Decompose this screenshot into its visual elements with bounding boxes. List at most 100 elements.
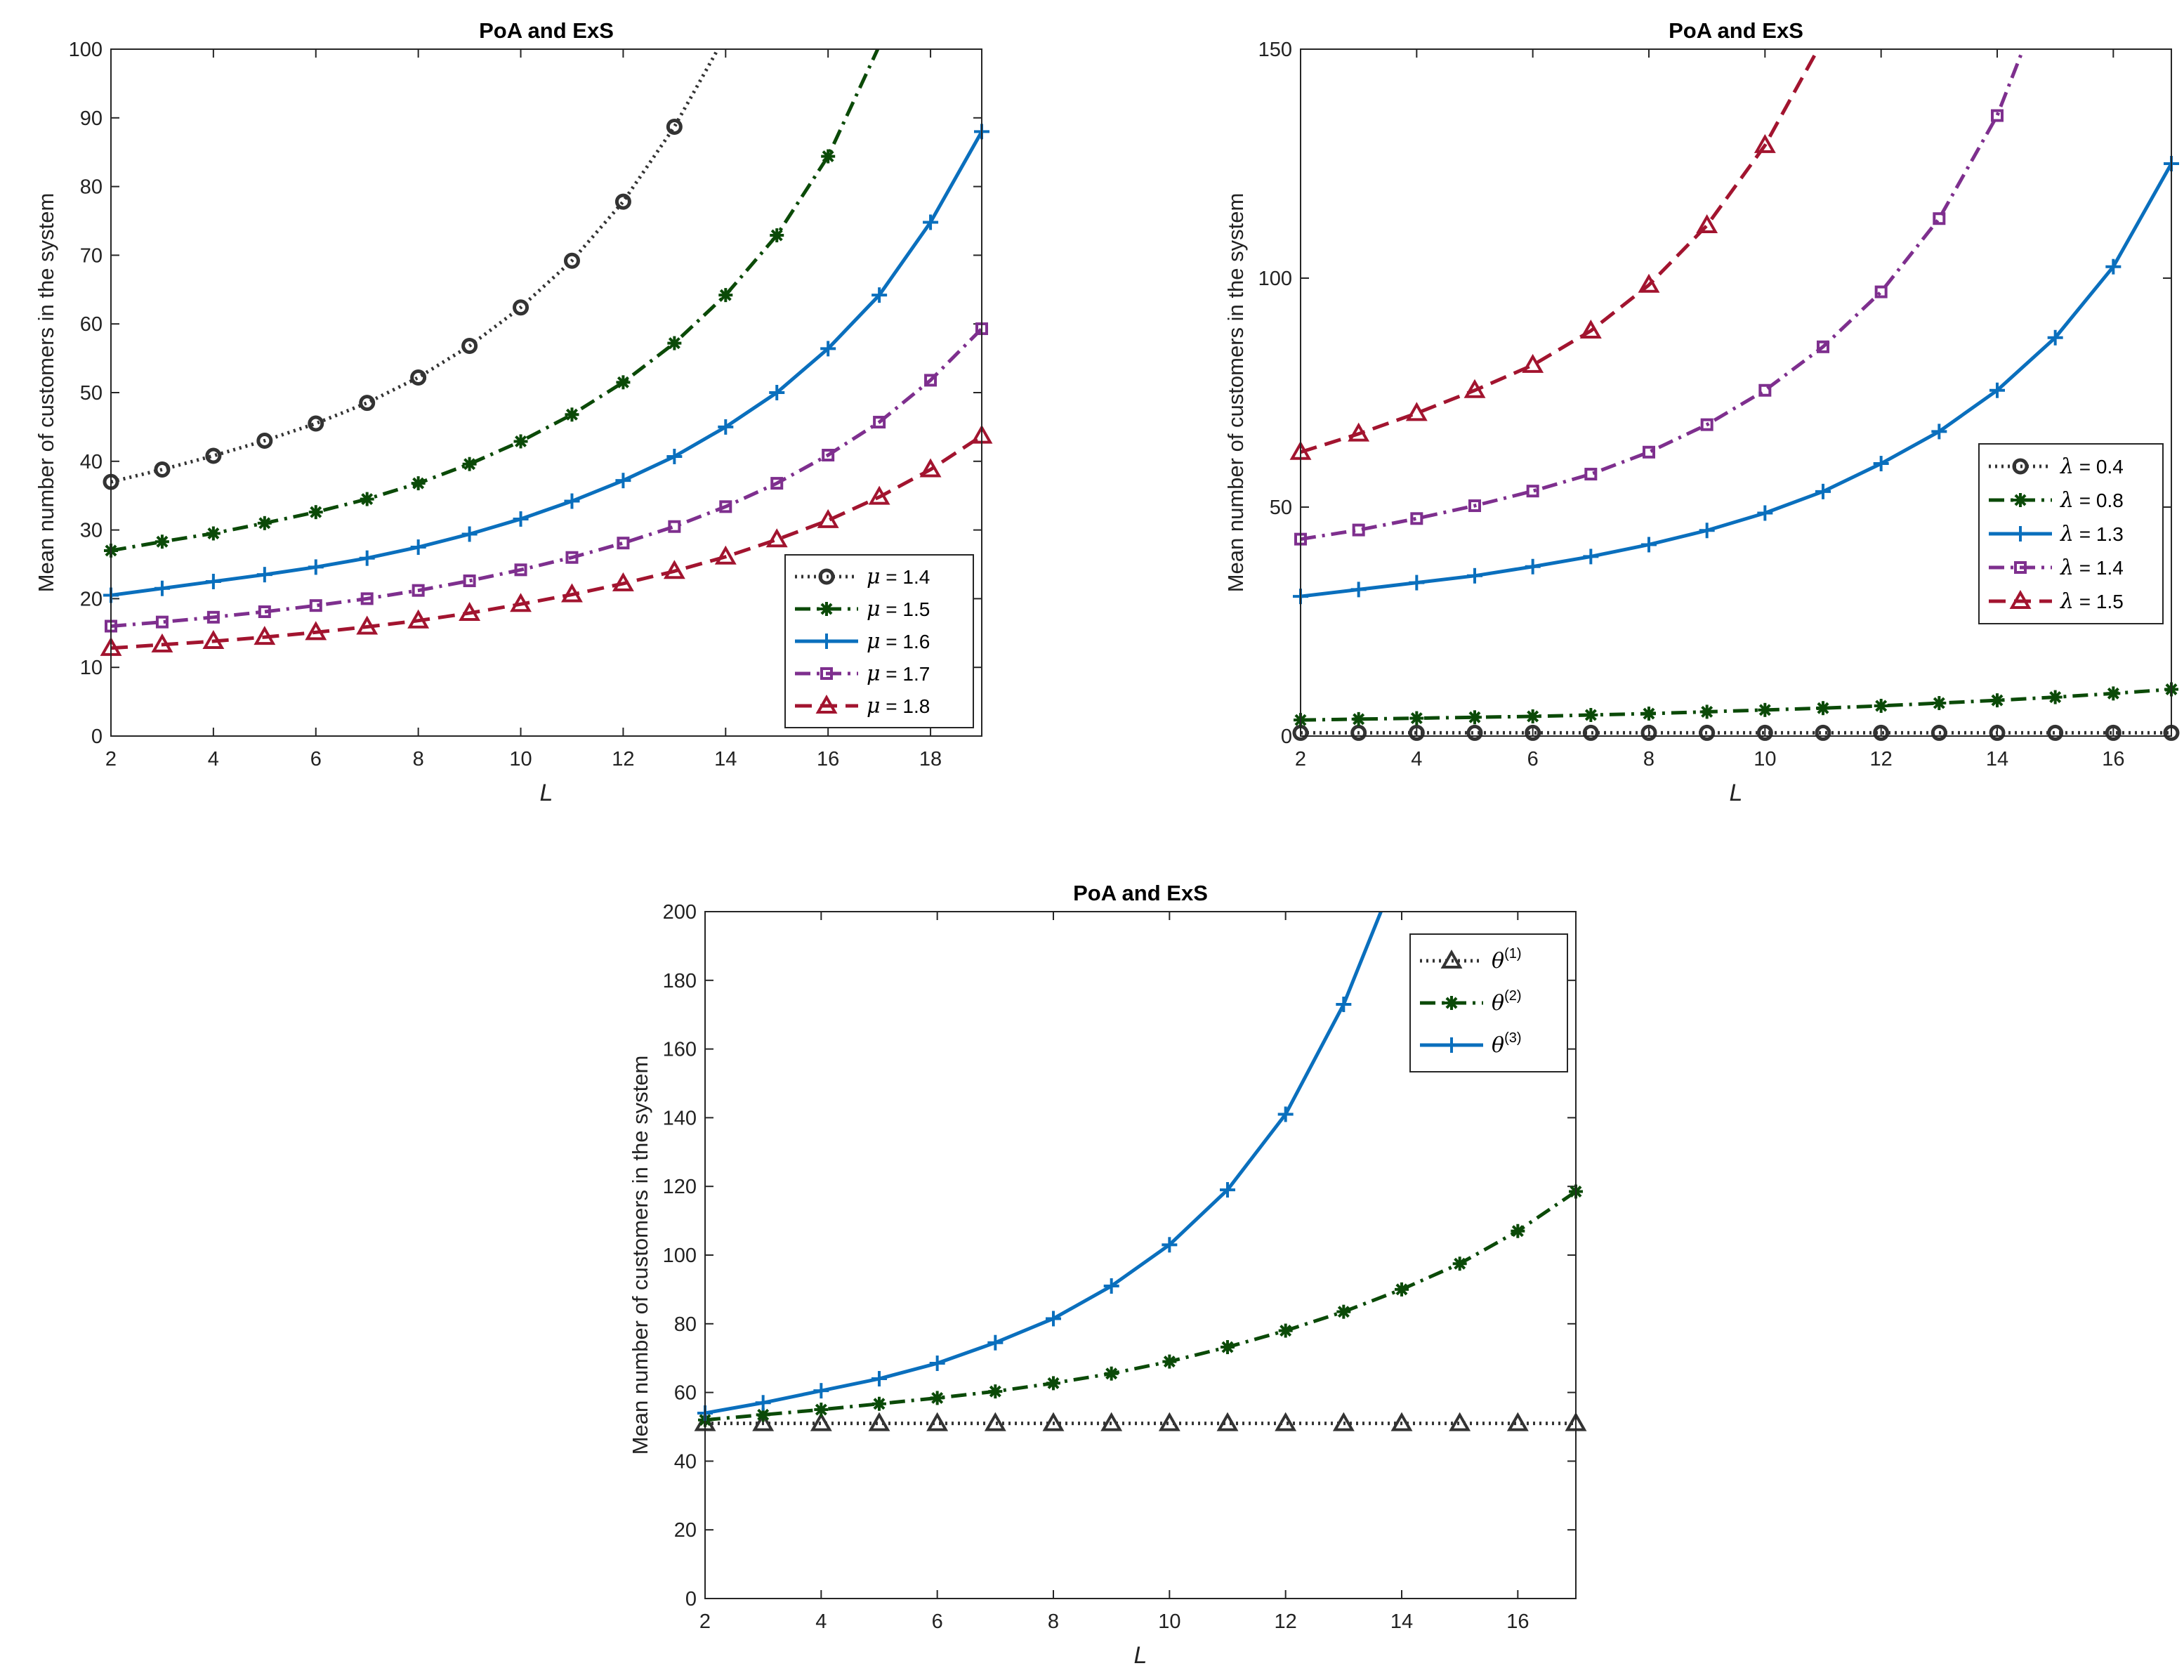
data-point bbox=[1449, 1412, 1471, 1431]
data-point bbox=[1336, 997, 1352, 1013]
data-point bbox=[1525, 709, 1540, 723]
data-point bbox=[462, 457, 477, 471]
data-point bbox=[1463, 379, 1486, 398]
data-point bbox=[1873, 456, 1889, 472]
data-point bbox=[1104, 1366, 1119, 1381]
legend-marker bbox=[820, 602, 834, 616]
x-tick-label: 4 bbox=[208, 748, 219, 770]
data-point bbox=[770, 228, 784, 243]
series-line-1 bbox=[1301, 688, 2171, 722]
data-point bbox=[1348, 422, 1370, 442]
y-tick-label: 0 bbox=[685, 1588, 697, 1610]
data-point bbox=[360, 592, 374, 605]
data-point bbox=[1643, 445, 1655, 459]
data-point bbox=[1699, 523, 1715, 539]
series-line-4 bbox=[1301, 49, 1820, 454]
data-point bbox=[1873, 724, 1890, 741]
data-point bbox=[1162, 1237, 1178, 1253]
series-group bbox=[111, 49, 982, 650]
y-tick-label: 90 bbox=[80, 107, 103, 130]
data-point bbox=[1930, 724, 1947, 741]
data-point bbox=[919, 458, 942, 478]
legend-entry: λ = 1.5 bbox=[2060, 589, 2124, 614]
data-point bbox=[1221, 1340, 1235, 1355]
data-point bbox=[1158, 1412, 1180, 1431]
y-tick-label: 50 bbox=[80, 382, 103, 405]
plot-area bbox=[1301, 49, 2171, 736]
data-point bbox=[821, 149, 836, 164]
data-point bbox=[1162, 1354, 1177, 1369]
legend-marker bbox=[819, 634, 834, 649]
data-point bbox=[1638, 273, 1660, 293]
x-tick-label: 10 bbox=[509, 748, 532, 770]
chart-panel-lambda: 2 4 6 8 10 12 14 16 0 50 100 150 PoA and ExS L Mean nu… bbox=[1223, 18, 2180, 806]
data-point bbox=[410, 369, 427, 386]
data-point bbox=[1351, 711, 1366, 726]
y-tick-label: 60 bbox=[80, 313, 103, 336]
data-point bbox=[714, 545, 737, 565]
y-tick-label: 40 bbox=[674, 1450, 697, 1473]
x-tick-label: 14 bbox=[714, 748, 737, 770]
data-point bbox=[770, 477, 784, 490]
chart-panel-mu: 2 4 6 8 10 12 14 16 18 0 10 20 30 40 50 60 70 80 90 100 PoA … bbox=[34, 18, 993, 806]
data-point bbox=[513, 299, 529, 316]
series-line-3 bbox=[111, 327, 982, 629]
data-point bbox=[1409, 711, 1424, 726]
x-tick-label: 10 bbox=[1754, 748, 1776, 770]
legend-entry: μ = 1.4 bbox=[867, 565, 930, 589]
x-tick-label: 14 bbox=[1986, 748, 2008, 770]
data-point bbox=[1103, 1278, 1119, 1294]
data-point bbox=[1815, 724, 1831, 741]
data-point bbox=[1350, 724, 1367, 741]
legend-entry: θ(3) bbox=[1492, 1030, 1522, 1058]
data-point bbox=[666, 119, 683, 136]
data-point bbox=[1582, 724, 1599, 741]
data-point bbox=[407, 609, 430, 629]
data-point bbox=[814, 1403, 829, 1417]
data-point bbox=[1699, 704, 1714, 719]
data-point bbox=[872, 1396, 886, 1411]
data-point bbox=[810, 1412, 832, 1431]
data-point bbox=[1042, 1412, 1065, 1431]
y-tick-label: 40 bbox=[80, 451, 103, 473]
data-point bbox=[309, 599, 322, 612]
data-point bbox=[2105, 258, 2121, 275]
data-point bbox=[1874, 698, 1888, 713]
x-tick-label: 10 bbox=[1158, 1610, 1180, 1633]
data-point bbox=[1584, 708, 1598, 723]
data-point bbox=[617, 537, 630, 550]
data-point bbox=[412, 584, 425, 597]
x-tick-label: 8 bbox=[413, 748, 424, 770]
x-tick-label: 8 bbox=[1048, 1610, 1059, 1633]
data-point bbox=[565, 407, 579, 422]
series-line-3 bbox=[1301, 49, 2025, 542]
x-axis-label: L bbox=[1134, 1642, 1147, 1669]
data-point bbox=[308, 505, 323, 520]
data-point bbox=[2047, 724, 2064, 741]
data-point bbox=[615, 473, 631, 489]
data-point bbox=[1466, 724, 1483, 741]
data-point bbox=[1278, 1323, 1293, 1338]
data-point bbox=[765, 528, 788, 548]
legend-entry: μ = 1.8 bbox=[867, 694, 930, 718]
data-point bbox=[1584, 468, 1598, 481]
data-point bbox=[1758, 702, 1772, 717]
data-point bbox=[308, 559, 324, 575]
y-tick-label: 50 bbox=[1270, 497, 1292, 519]
data-point bbox=[1757, 505, 1773, 521]
data-point bbox=[820, 341, 836, 357]
chart-title: PoA and ExS bbox=[1073, 881, 1208, 905]
data-point bbox=[719, 500, 732, 513]
data-point bbox=[151, 633, 173, 652]
data-point bbox=[1696, 214, 1718, 234]
data-point bbox=[514, 563, 527, 577]
data-point bbox=[987, 1334, 1004, 1351]
data-point bbox=[1506, 1412, 1529, 1431]
data-point bbox=[1932, 696, 1947, 711]
y-tick-label: 120 bbox=[663, 1176, 697, 1198]
data-point bbox=[1874, 285, 1888, 298]
y-tick-label: 80 bbox=[674, 1313, 697, 1336]
axes-frame bbox=[110, 48, 982, 737]
data-point bbox=[984, 1412, 1006, 1431]
data-point bbox=[256, 567, 272, 583]
